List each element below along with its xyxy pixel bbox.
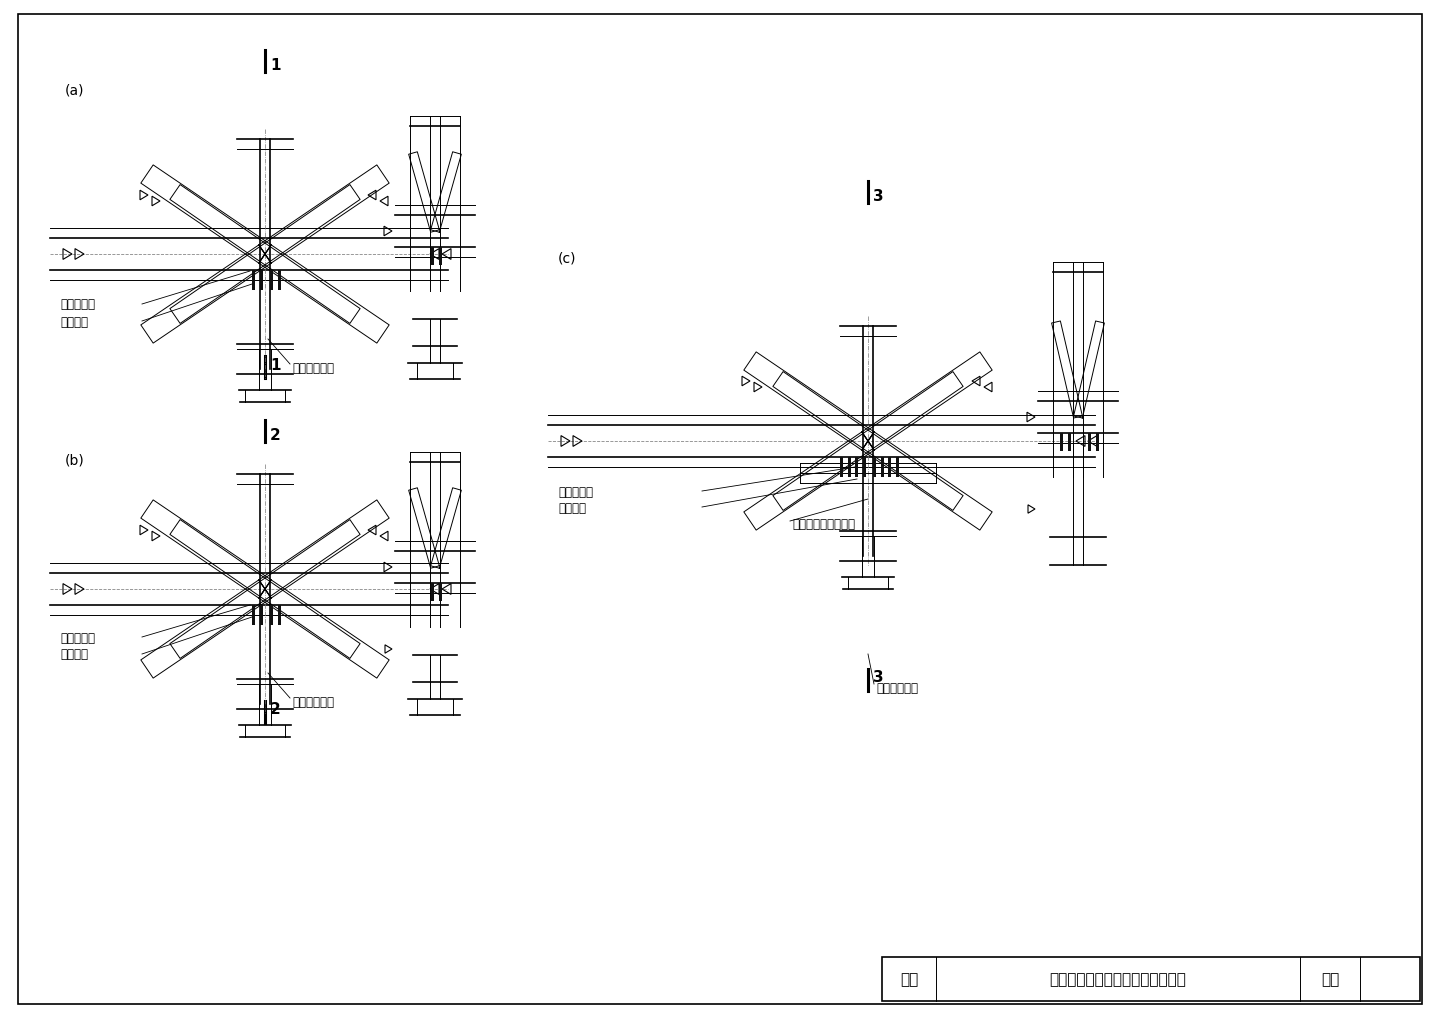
Bar bbox=[252, 605, 255, 626]
Bar bbox=[278, 605, 281, 626]
Text: 3: 3 bbox=[873, 669, 884, 685]
Text: (c): (c) bbox=[559, 251, 576, 265]
Bar bbox=[848, 458, 851, 478]
Text: 连接螺栓: 连接螺栓 bbox=[559, 501, 586, 514]
Bar bbox=[271, 271, 274, 290]
Text: 图页: 图页 bbox=[1320, 971, 1339, 986]
Text: 屋架下弦杆: 屋架下弦杆 bbox=[60, 631, 95, 644]
Bar bbox=[881, 957, 1420, 1001]
Text: (b): (b) bbox=[65, 452, 85, 467]
Bar bbox=[431, 248, 433, 266]
Bar bbox=[431, 584, 433, 601]
Bar bbox=[873, 458, 876, 478]
Text: 2: 2 bbox=[271, 427, 281, 442]
Bar bbox=[439, 584, 442, 601]
Bar bbox=[1096, 433, 1099, 451]
Bar bbox=[1060, 433, 1063, 451]
Text: 屋架下弦杆: 屋架下弦杆 bbox=[559, 485, 593, 498]
Bar bbox=[1068, 433, 1071, 451]
Bar bbox=[896, 458, 899, 478]
Text: 悬挂吊车轨道: 悬挂吊车轨道 bbox=[876, 681, 919, 694]
Bar bbox=[252, 271, 255, 290]
Text: 悬挂吊车轨道: 悬挂吊车轨道 bbox=[292, 361, 334, 374]
Text: (a): (a) bbox=[65, 83, 85, 97]
Text: 连接螺栓: 连接螺栓 bbox=[60, 648, 88, 661]
Text: 图名: 图名 bbox=[900, 971, 919, 986]
Bar bbox=[261, 271, 264, 290]
Text: 悬挂吊车轨道: 悬挂吊车轨道 bbox=[292, 695, 334, 708]
Text: 2: 2 bbox=[271, 702, 281, 716]
Text: 连接螺栓: 连接螺栓 bbox=[60, 315, 88, 328]
Bar bbox=[863, 458, 865, 478]
Bar bbox=[271, 605, 274, 626]
Bar bbox=[881, 458, 884, 478]
Bar bbox=[261, 605, 264, 626]
Bar bbox=[888, 458, 891, 478]
Text: 1: 1 bbox=[271, 57, 281, 72]
Bar bbox=[439, 248, 442, 266]
Text: 3: 3 bbox=[873, 189, 884, 204]
Bar bbox=[855, 458, 858, 478]
Text: 连接辅助短工字形钢: 连接辅助短工字形钢 bbox=[792, 518, 855, 531]
Text: 屋架下弦杆: 屋架下弦杆 bbox=[60, 299, 95, 311]
Bar bbox=[278, 271, 281, 290]
Bar bbox=[840, 458, 842, 478]
Bar bbox=[1089, 433, 1092, 451]
Text: 悬挂吊车轨道梁在屋架节点的连接: 悬挂吊车轨道梁在屋架节点的连接 bbox=[1050, 971, 1187, 986]
Text: 1: 1 bbox=[271, 357, 281, 372]
